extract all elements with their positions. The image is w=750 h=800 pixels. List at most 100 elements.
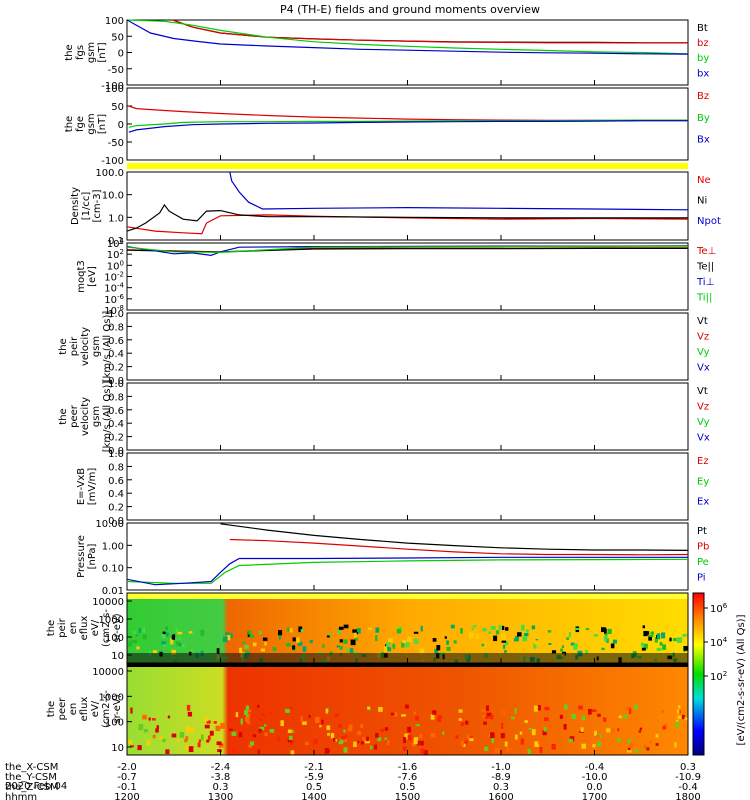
y-axis-label-line: velocity [80,327,91,366]
heatmap-cell [264,724,267,727]
heatmap-cell [681,714,685,720]
heatmap-cell [133,631,136,635]
heatmap-cell [132,639,137,644]
heatmap-cell [300,629,304,633]
heatmap-cell [325,709,328,714]
heatmap-cell [161,634,166,639]
heatmap-cell [258,631,262,635]
series-fge_gsm-Bx [128,120,688,133]
heatmap-cell [143,626,146,633]
y-tick-label: 1000 [99,615,124,626]
heatmap-cell [248,745,252,748]
heatmap-cell [415,724,421,727]
heatmap-field [127,663,688,755]
series-pressure-Pt [220,523,689,552]
heatmap-cell [128,640,133,647]
panel-fge_gsm: 100 50 0 -50 -100 the fge gsm [nT] Bz By Bx [64,84,710,167]
heatmap-cell [248,630,252,635]
heatmap-cell [568,738,573,743]
heatmap-cell [181,644,185,648]
y-axis-label-line: the [46,620,57,636]
heatmap-cell [404,642,410,648]
heatmap-cell [648,635,652,641]
legend-entry: Vt [697,386,708,397]
x-row-value: 0.3 [493,782,509,793]
heatmap-cell [596,734,600,739]
heatmap-cell [401,641,405,648]
x-row-value: -2.1 [304,762,324,773]
heatmap-cell [662,644,667,650]
heatmap-cell [343,639,348,644]
heatmap-cell [298,626,303,633]
heatmap-cell [244,645,249,649]
heatmap-cell [229,728,233,731]
legend-entry: Vt [697,316,708,327]
heatmap-cell [533,643,537,649]
heatmap-cell [352,629,357,633]
heatmap-cell [511,716,515,720]
heatmap-cell [669,637,672,642]
y-axis-label-line: Pressure [76,535,87,578]
heatmap-cell [531,729,536,736]
x-row-name: the_Z-CSM [5,782,59,793]
heatmap-cell [495,630,500,635]
heatmap-cell [491,738,495,743]
heatmap-cell [378,707,383,712]
heatmap-cell [544,706,550,711]
y-tick-label: 10.0 [102,191,124,202]
heatmap-cell [531,625,536,630]
y-tick-label: 10.00 [95,519,124,530]
heatmap-cell [504,741,508,747]
colorbar-tick-label: 106 [710,602,728,615]
y-axis-label-line: E=-VxB [76,468,87,505]
heatmap-cell [165,632,169,637]
heatmap-cell [676,709,680,714]
figure-title: P4 (TH-E) fields and ground moments over… [280,3,540,16]
heatmap-cell [493,635,498,642]
heatmap-cell [413,638,419,644]
y-axis-label-line: eflux [79,697,90,722]
legend-entry: Pi [697,573,706,584]
heatmap-cell [535,639,539,642]
heatmap-cell [392,644,395,648]
panel-frame [126,242,689,311]
y-axis-label-line: peir [69,336,80,356]
heatmap-cell [654,637,658,643]
heatmap-cell [573,643,578,647]
heatmap-cell [321,719,324,725]
x-row-value: 1200 [114,792,139,800]
heatmap-cell [269,729,275,733]
y-tick-label: 1.0 [108,213,124,224]
y-tick-label: 10000 [92,667,124,678]
panel-frame [126,452,689,521]
heatmap-cell [527,748,531,754]
heatmap-cell [203,717,209,722]
x-row-value: 0.5 [400,782,416,793]
y-axis-label-line: [cm-3] [92,189,103,222]
x-row-value: 0.3 [213,782,229,793]
y-tick-label: 0.0 [108,446,124,457]
heatmap-cell [643,643,648,649]
x-row-value: -8.9 [491,772,511,783]
heatmap-cell [287,729,292,733]
y-tick-label: 0 [118,120,124,131]
panel-density: 100.0 10.0 1.0 0.1 Density [1/cc] [cm-3] Ne Ni Np… [70,168,721,247]
heatmap-cell [238,732,243,738]
heatmap-cell [339,738,344,744]
heatmap-cell [609,728,615,733]
heatmap-cell [300,716,303,722]
heatmap-cell [597,741,602,747]
heatmap-cell [638,730,642,733]
heatmap-cell [520,624,525,631]
heatmap-cell [163,644,166,647]
heatmap-cell [593,634,599,637]
legend-entry: Ni [697,196,707,207]
heatmap-cell [659,642,663,646]
heatmap-cell [528,727,533,730]
y-tick-label: 0.2 [108,433,124,444]
heatmap-cell [642,625,646,629]
heatmap-cell [616,738,621,742]
heatmap-cell [682,633,687,637]
heatmap-cell [291,730,294,733]
y-axis-label-line: (cm2-s- [101,609,112,647]
